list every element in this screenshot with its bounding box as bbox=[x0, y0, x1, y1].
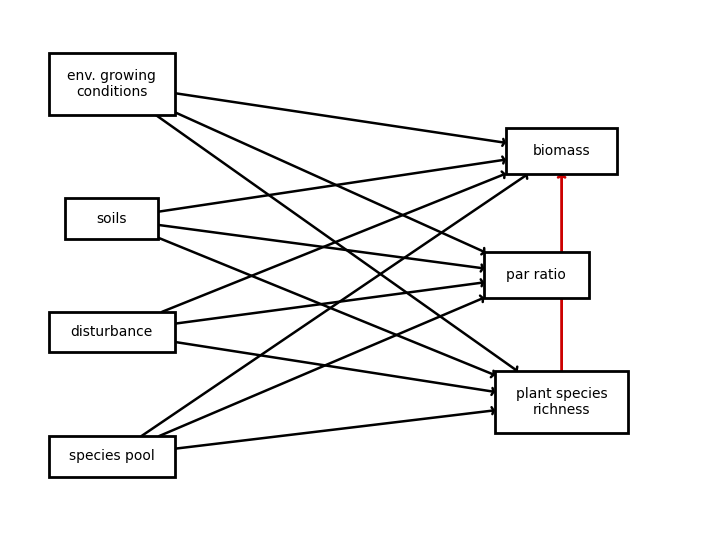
Text: plant species
richness: plant species richness bbox=[516, 387, 608, 417]
Text: biomass: biomass bbox=[533, 144, 590, 158]
Text: species pool: species pool bbox=[68, 449, 155, 463]
Text: par ratio: par ratio bbox=[506, 268, 567, 282]
FancyBboxPatch shape bbox=[49, 312, 174, 352]
FancyBboxPatch shape bbox=[49, 53, 174, 115]
FancyBboxPatch shape bbox=[495, 372, 628, 433]
FancyBboxPatch shape bbox=[484, 252, 589, 298]
Text: disturbance: disturbance bbox=[71, 325, 153, 339]
FancyBboxPatch shape bbox=[49, 436, 174, 477]
Text: soils: soils bbox=[96, 212, 127, 226]
FancyBboxPatch shape bbox=[65, 199, 158, 239]
FancyBboxPatch shape bbox=[505, 128, 618, 174]
Text: env. growing
conditions: env. growing conditions bbox=[67, 69, 156, 99]
